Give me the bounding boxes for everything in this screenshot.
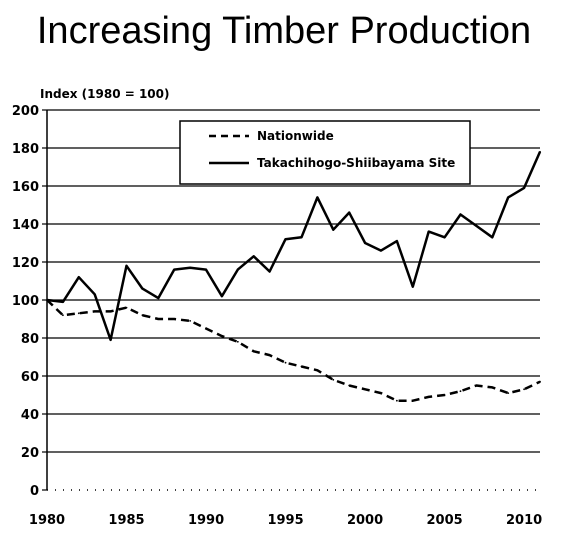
data-point: [189, 320, 192, 322]
data-point: [316, 369, 319, 372]
x-tick-label: 1995: [267, 513, 303, 528]
data-point: [157, 318, 160, 320]
x-tick-labels: 1980 1985 1990 1995 2000 2005 2010: [29, 513, 542, 528]
data-point: [93, 310, 96, 313]
data-point: [252, 255, 255, 258]
data-point: [523, 388, 525, 391]
data-point: [316, 196, 319, 199]
data-point: [189, 266, 192, 269]
y-tick-labels: 0 20 40 60 80 100 120 140 160 180 200: [12, 104, 47, 499]
data-point: [411, 399, 414, 402]
data-point: [125, 264, 128, 267]
data-point: [348, 211, 351, 214]
legend-label-nationwide: Nationwide: [257, 129, 334, 143]
data-point: [284, 361, 287, 364]
y-tick-label: 20: [21, 446, 39, 461]
y-tick-label: 140: [12, 218, 39, 233]
x-tick-label: 1990: [188, 513, 224, 528]
y-tick-label: 160: [12, 180, 39, 195]
y-tick-label: 80: [21, 332, 39, 347]
x-tick-label: 1980: [29, 513, 65, 528]
data-point: [380, 249, 382, 252]
data-point: [109, 339, 112, 341]
data-point: [459, 213, 462, 216]
x-tick-label: 2000: [347, 513, 383, 528]
y-tick-label: 180: [12, 142, 39, 157]
data-point: [395, 240, 398, 243]
data-point: [459, 390, 462, 393]
legend-label-site: Takachihogo-Shiibayama Site: [257, 156, 455, 170]
x-tick-label: 1985: [108, 513, 144, 528]
data-point: [173, 268, 176, 271]
data-point: [539, 380, 541, 383]
data-point: [332, 378, 335, 381]
data-point: [507, 196, 510, 199]
data-point: [443, 236, 446, 239]
data-point: [46, 299, 48, 301]
data-point: [427, 230, 430, 233]
data-point: [236, 268, 239, 271]
data-point: [205, 268, 207, 271]
data-point: [77, 312, 80, 315]
gridlines: [47, 109, 540, 453]
data-point: [475, 225, 478, 227]
y-tick-label: 60: [21, 370, 39, 385]
data-point: [157, 297, 160, 299]
data-point: [77, 276, 80, 279]
y-tick-label: 200: [12, 104, 39, 119]
data-point: [364, 388, 366, 391]
data-point: [539, 150, 541, 153]
data-point: [364, 242, 366, 244]
data-point: [348, 384, 351, 387]
data-point: [141, 314, 144, 317]
x-tick-label: 2005: [426, 513, 462, 528]
data-point: [411, 285, 414, 288]
data-point: [507, 392, 510, 394]
series-line-site: [46, 151, 542, 342]
data-point: [332, 228, 335, 231]
data-point: [380, 392, 382, 394]
data-point: [427, 396, 430, 398]
chart-title: Increasing Timber Production: [36, 10, 532, 52]
x-tick-label: 2010: [506, 513, 542, 528]
data-point: [221, 295, 223, 298]
data-point: [491, 386, 494, 389]
data-point: [300, 236, 303, 239]
series-line-nationwide: [46, 299, 541, 402]
data-point: [109, 310, 112, 313]
data-point: [268, 270, 271, 273]
y-tick-label: 120: [12, 256, 39, 271]
data-point: [300, 365, 303, 368]
data-point: [62, 314, 64, 317]
data-point: [491, 236, 494, 239]
data-point: [221, 335, 223, 337]
data-point: [284, 238, 287, 241]
series-lines: [46, 150, 542, 402]
y-tick-label: 100: [12, 294, 39, 309]
y-axis-label: Index (1980 = 100): [40, 87, 169, 101]
data-point: [125, 306, 128, 309]
legend: Nationwide Takachihogo-Shiibayama Site: [179, 120, 471, 185]
data-point: [93, 293, 96, 296]
data-point: [205, 327, 207, 330]
data-point: [475, 384, 478, 387]
y-tick-label: 40: [21, 408, 39, 423]
data-point: [62, 301, 64, 303]
data-point: [173, 318, 176, 320]
data-point: [268, 354, 271, 356]
data-point: [236, 340, 239, 343]
y-tick-label: 0: [30, 484, 39, 499]
data-point: [252, 350, 255, 353]
data-point: [443, 394, 446, 396]
data-point: [523, 187, 525, 189]
data-point: [395, 399, 398, 402]
legend-box: [179, 120, 471, 185]
data-point: [141, 287, 144, 290]
